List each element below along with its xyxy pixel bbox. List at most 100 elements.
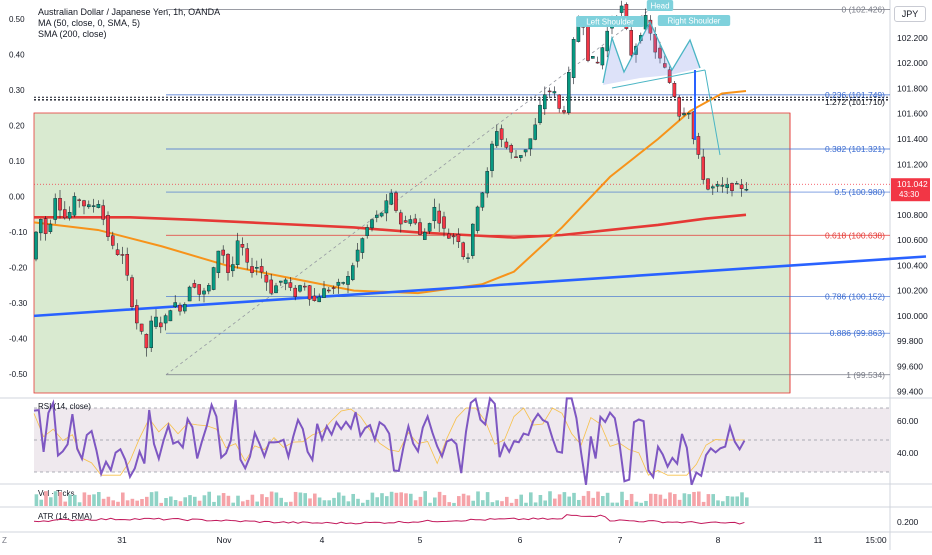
volume-bar bbox=[178, 501, 183, 506]
volume-bar bbox=[356, 498, 360, 506]
candle-body bbox=[303, 285, 307, 288]
sma-legend[interactable]: SMA (200, close) bbox=[38, 29, 107, 39]
current-price-value: 101.042 bbox=[897, 179, 928, 189]
volume-bar bbox=[543, 500, 547, 506]
candle-body bbox=[413, 218, 418, 224]
candle-body bbox=[672, 82, 677, 97]
volume-bar bbox=[457, 496, 461, 506]
price-tick: 102.000 bbox=[897, 58, 928, 68]
candle-body bbox=[370, 219, 374, 229]
volume-bar bbox=[495, 500, 499, 506]
candle-body bbox=[77, 199, 81, 201]
candle-body bbox=[437, 210, 442, 224]
fib-label: 1 (99.534) bbox=[846, 370, 885, 380]
volume-bar bbox=[697, 491, 701, 506]
candle-body bbox=[600, 47, 605, 66]
ma-legend[interactable]: MA (50, close, 0, SMA, 5) bbox=[38, 18, 141, 28]
candle-body bbox=[495, 131, 499, 146]
volume-bar bbox=[682, 493, 687, 506]
volume-bar bbox=[596, 491, 600, 506]
volume-bar bbox=[634, 501, 639, 506]
candle-body bbox=[158, 322, 163, 328]
volume-bar bbox=[351, 493, 355, 506]
time-tick: 4 bbox=[320, 535, 325, 545]
volume-bar bbox=[524, 502, 528, 506]
candle-body bbox=[130, 277, 134, 308]
volume-bar bbox=[677, 499, 682, 506]
volume-bar bbox=[231, 502, 235, 506]
candle-body bbox=[259, 266, 264, 273]
price-tick: 102.200 bbox=[897, 33, 928, 43]
volume-bar bbox=[236, 495, 240, 506]
percent-tick: -0.50 bbox=[9, 370, 28, 379]
volume-bar bbox=[389, 491, 394, 506]
atr-tick: 0.200 bbox=[897, 517, 919, 527]
price-tick: 101.600 bbox=[897, 109, 928, 119]
left-shoulder-label: Left Shoulder bbox=[586, 18, 634, 27]
candle-body bbox=[485, 171, 490, 194]
candle-body bbox=[288, 282, 293, 288]
candle-body bbox=[711, 186, 715, 189]
candle-body bbox=[312, 295, 317, 301]
volume-bar bbox=[500, 501, 504, 506]
volume-bar bbox=[447, 502, 451, 506]
volume-bar bbox=[553, 498, 557, 506]
volume-bar bbox=[404, 493, 408, 506]
volume-bar bbox=[591, 497, 595, 506]
candle-body bbox=[480, 192, 485, 208]
atr-line bbox=[33, 514, 745, 525]
percent-tick: -0.20 bbox=[9, 264, 28, 273]
volume-bar bbox=[145, 496, 149, 506]
candle-body bbox=[490, 143, 494, 171]
volume-bar bbox=[250, 494, 255, 506]
candle-body bbox=[466, 257, 470, 259]
candle-body bbox=[543, 94, 547, 110]
candle-body bbox=[533, 124, 537, 140]
candle-body bbox=[216, 250, 221, 273]
indicator-legend: Australian Dollar / Japanese Yen, 1h, OA… bbox=[38, 7, 220, 40]
atr-legend: ATR (14, RMA) bbox=[38, 512, 92, 521]
volume-bar bbox=[140, 499, 144, 506]
symbol-title[interactable]: Australian Dollar / Japanese Yen, 1h, OA… bbox=[38, 7, 221, 17]
candle-body bbox=[687, 112, 691, 115]
volume-bar bbox=[375, 497, 379, 506]
volume-bar bbox=[653, 493, 658, 506]
volume-bar bbox=[735, 496, 739, 506]
volume-bar bbox=[193, 496, 197, 506]
volume-bar bbox=[740, 492, 744, 506]
percent-tick: 0.20 bbox=[9, 122, 25, 131]
candle-body bbox=[351, 265, 355, 280]
volume-bar bbox=[471, 500, 475, 506]
candle-body bbox=[399, 212, 403, 225]
candle-body bbox=[202, 290, 206, 295]
currency-button[interactable]: JPY bbox=[894, 6, 926, 22]
candle-body bbox=[182, 304, 187, 312]
volume-bar bbox=[505, 496, 509, 506]
volume-bar bbox=[149, 492, 154, 506]
volume-bar bbox=[169, 496, 173, 506]
time-tick: Nov bbox=[216, 535, 232, 545]
fib-label: 0.886 (99.863) bbox=[830, 328, 885, 338]
volume-bar bbox=[529, 492, 533, 506]
volume-bar bbox=[322, 500, 327, 506]
price-tick: 100.800 bbox=[897, 210, 928, 220]
candle-body bbox=[658, 47, 662, 59]
volume-bar bbox=[423, 491, 427, 506]
volume-bar bbox=[577, 499, 581, 506]
fib-label: 0 (102.426) bbox=[842, 4, 886, 14]
candle-body bbox=[336, 281, 341, 286]
candle-body bbox=[101, 205, 105, 220]
price-tick: 100.600 bbox=[897, 235, 928, 245]
candle-body bbox=[110, 235, 115, 246]
rsi-tick: 40.00 bbox=[897, 448, 919, 458]
fib-anchor-line bbox=[165, 9, 651, 376]
candle-body bbox=[595, 61, 600, 64]
volume-bar bbox=[394, 492, 399, 506]
candle-body bbox=[715, 183, 720, 187]
price-tick: 101.800 bbox=[897, 83, 928, 93]
candle-body bbox=[528, 138, 533, 150]
candle-body bbox=[427, 223, 432, 232]
volume-bar bbox=[567, 496, 571, 506]
